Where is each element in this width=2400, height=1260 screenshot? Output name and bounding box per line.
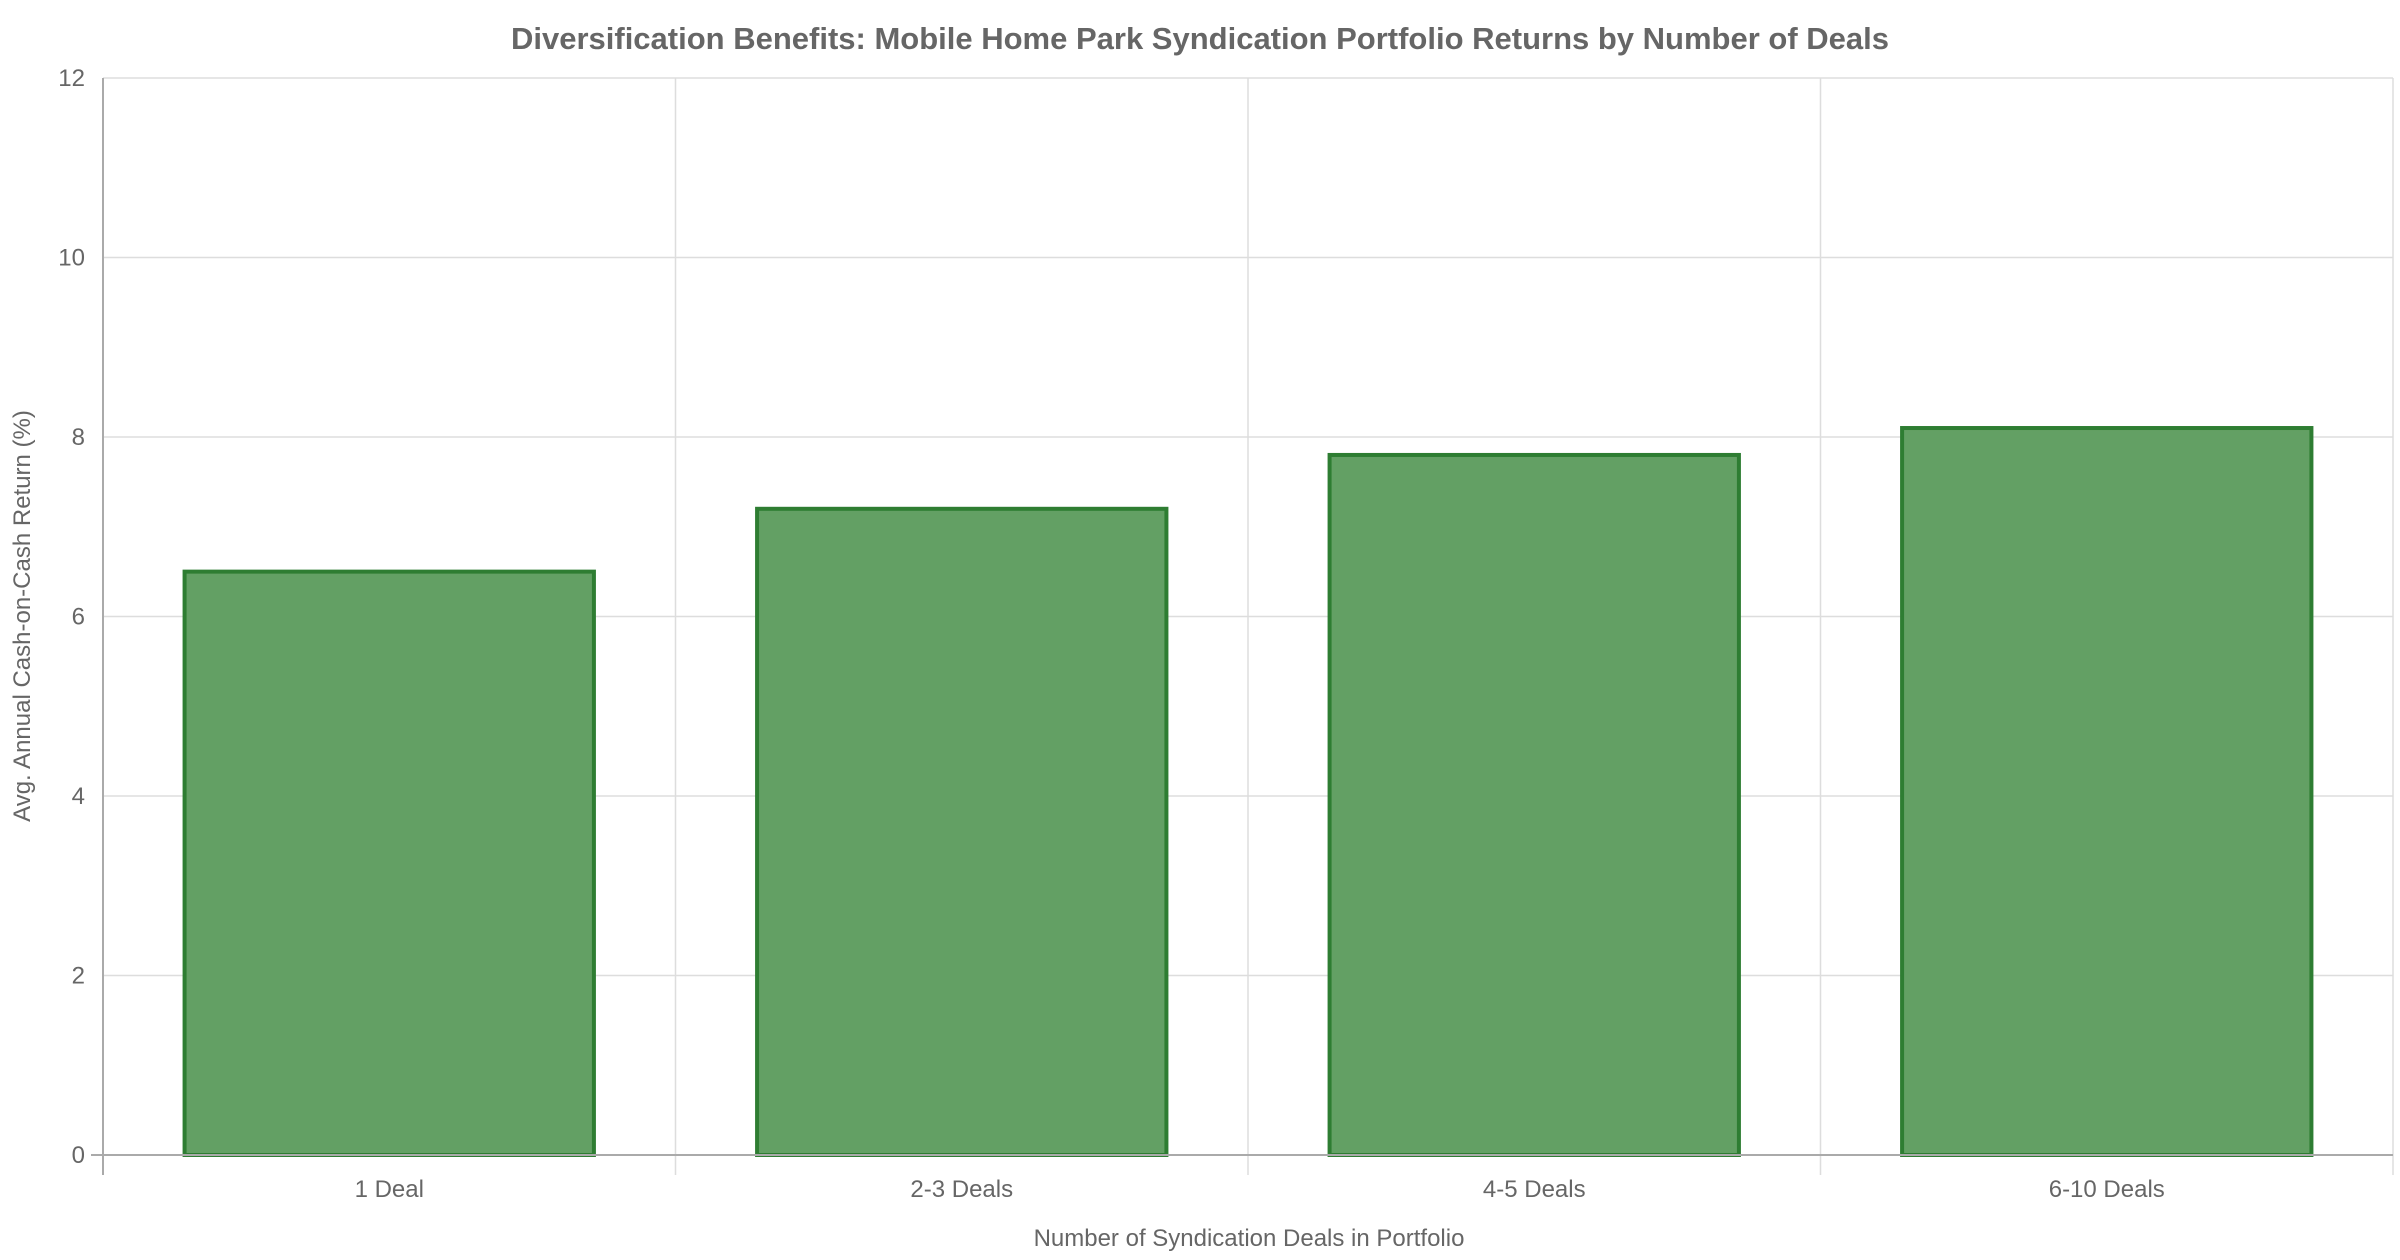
axes <box>91 78 2393 1175</box>
y-tick-label: 12 <box>58 65 85 92</box>
y-tick-label: 4 <box>72 783 85 810</box>
x-tick-labels: 1 Deal 2-3 Deals 4-5 Deals 6-10 Deals <box>355 1176 2165 1203</box>
x-tick-label: 2-3 Deals <box>910 1176 1013 1203</box>
bar-1 <box>182 569 596 1157</box>
x-tick-label: 6-10 Deals <box>2049 1176 2165 1203</box>
y-axis-title: Avg. Annual Cash-on-Cash Return (%) <box>9 410 36 822</box>
y-tick-label: 10 <box>58 245 85 272</box>
x-axis-title: Number of Syndication Deals in Portfolio <box>1034 1225 1465 1252</box>
y-tick-label: 8 <box>72 424 85 451</box>
y-tick-label: 6 <box>72 604 85 631</box>
y-tick-labels: 0 2 4 6 8 10 12 <box>58 65 85 1169</box>
chart-title: Diversification Benefits: Mobile Home Pa… <box>511 21 1889 56</box>
x-tick-label: 1 Deal <box>355 1176 424 1203</box>
y-tick-label: 2 <box>72 963 85 990</box>
bar-4 <box>1900 426 2314 1157</box>
x-tick-label: 4-5 Deals <box>1483 1176 1586 1203</box>
y-tick-label: 0 <box>72 1142 85 1169</box>
bar-2 <box>755 506 1169 1157</box>
bar-3 <box>1327 452 1741 1157</box>
